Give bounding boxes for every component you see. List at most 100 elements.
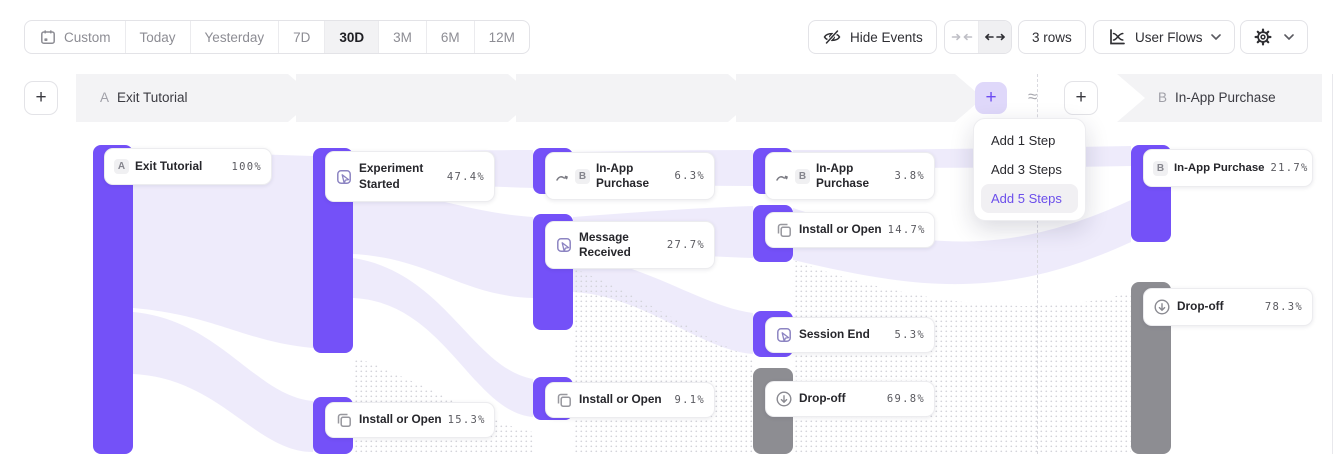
flow-node-session-end[interactable]: Session End 5.3% — [765, 317, 935, 353]
chevron-down-icon — [1284, 34, 1294, 40]
calendar-icon — [39, 28, 57, 46]
node-label: Exit Tutorial — [135, 158, 203, 173]
node-label: Install or Open — [799, 222, 882, 237]
date-range-label: 3M — [393, 29, 412, 45]
step-segment[interactable] — [76, 74, 316, 122]
step-segment[interactable] — [516, 74, 756, 122]
view-type-dropdown[interactable]: User Flows — [1093, 20, 1235, 54]
section-key: A — [100, 90, 110, 105]
view-type-label: User Flows — [1135, 29, 1203, 45]
step-header-band — [76, 74, 1322, 122]
gear-icon — [1254, 28, 1272, 46]
canvas-right-edge — [1332, 74, 1333, 454]
node-percent: 14.7% — [887, 224, 926, 236]
date-range-3m[interactable]: 3M — [378, 21, 426, 53]
node-label: Install or Open — [359, 412, 442, 427]
flow-node-install-or-open[interactable]: Install or Open 15.3% — [325, 402, 495, 438]
eye-off-icon — [822, 27, 842, 47]
menu-item-add-3-steps[interactable]: Add 3 Steps — [991, 162, 1062, 177]
expand-columns-button[interactable] — [978, 21, 1011, 53]
rows-button[interactable]: 3 rows — [1018, 20, 1086, 54]
node-percent: 3.8% — [894, 170, 925, 182]
section-b-header: B In-App Purchase — [1158, 90, 1276, 105]
hide-events-button[interactable]: Hide Events — [808, 20, 937, 54]
step-segment[interactable] — [736, 74, 983, 122]
flow-node-in-app-purchase-b[interactable]: B In-App Purchase 21.7% — [1143, 149, 1313, 187]
flow-node-in-app-purchase[interactable]: B In-App Purchase 6.3% — [545, 152, 715, 200]
drop-off-icon — [775, 390, 793, 408]
section-a-header: A Exit Tutorial — [100, 90, 188, 105]
node-label: Drop-off — [1177, 299, 1224, 314]
step-a-badge: A — [114, 159, 129, 174]
flow-node-message-received[interactable]: Message Received 27.7% — [545, 221, 715, 269]
node-percent: 9.1% — [674, 394, 705, 406]
section-divider-dashed — [1037, 74, 1038, 454]
date-range-custom[interactable]: Custom — [25, 21, 125, 53]
add-step-between-button-active[interactable]: + — [975, 82, 1007, 114]
date-range-label: Yesterday — [204, 29, 265, 45]
node-percent: 15.3% — [447, 414, 486, 426]
date-range-12m[interactable]: 12M — [473, 21, 529, 53]
node-percent: 78.3% — [1264, 301, 1303, 313]
date-range-30d-selected[interactable]: 30D — [324, 21, 379, 53]
plus-icon: + — [985, 87, 997, 108]
approx-icon: ≈ — [1028, 87, 1038, 106]
date-range-label: 12M — [488, 29, 515, 45]
chevron-down-icon — [1210, 34, 1221, 40]
flow-node-install-or-open[interactable]: Install or Open 14.7% — [765, 212, 935, 248]
rows-label: 3 rows — [1032, 29, 1072, 45]
copy-squares-icon — [775, 221, 793, 239]
flow-node-experiment-started[interactable]: Experiment Started 47.4% — [325, 151, 495, 202]
date-range-label: Custom — [64, 29, 111, 45]
node-label: Drop-off — [799, 391, 846, 406]
plus-icon: + — [35, 87, 47, 108]
flow-bar-exit-tutorial[interactable] — [93, 145, 133, 454]
node-percent: 27.7% — [666, 239, 705, 251]
date-range-group: Custom Today Yesterday 7D 30D 3M 6M 12M — [24, 20, 530, 54]
user-flows-icon — [1107, 27, 1127, 47]
collapse-columns-button[interactable] — [945, 21, 978, 53]
flow-node-drop-off-b[interactable]: Drop-off 78.3% — [1143, 288, 1313, 326]
section-key: B — [1158, 90, 1168, 105]
event-click-icon — [555, 236, 573, 254]
date-range-label: Today — [139, 29, 176, 45]
flow-node-drop-off[interactable]: Drop-off 69.8% — [765, 381, 935, 417]
copy-squares-icon — [555, 391, 573, 409]
node-percent: 69.8% — [886, 393, 925, 405]
node-percent: 100% — [231, 160, 262, 173]
flow-node-exit-tutorial[interactable]: A Exit Tutorial 100% — [104, 148, 272, 185]
step-b-badge: B — [1153, 160, 1168, 176]
date-range-label: 6M — [440, 29, 460, 45]
step-b-badge: B — [575, 168, 590, 184]
step-segment[interactable] — [296, 74, 536, 122]
flow-node-in-app-purchase[interactable]: B In-App Purchase 3.8% — [765, 152, 935, 200]
trend-arrow-icon — [775, 169, 789, 183]
node-percent: 21.7% — [1270, 162, 1309, 174]
step-b-badge: B — [795, 168, 810, 184]
node-label: Install or Open — [579, 392, 662, 407]
date-range-6m[interactable]: 6M — [425, 21, 474, 53]
node-label: Experiment Started — [359, 161, 424, 191]
node-label: In-App Purchase — [596, 160, 650, 190]
menu-item-add-1-step[interactable]: Add 1 Step — [991, 133, 1056, 148]
hide-events-label: Hide Events — [850, 29, 923, 45]
node-percent: 5.3% — [894, 329, 925, 341]
section-title: In-App Purchase — [1175, 90, 1276, 105]
date-range-label: 30D — [339, 29, 365, 45]
settings-dropdown[interactable] — [1240, 20, 1308, 54]
add-step-before-b-button[interactable]: + — [1064, 81, 1098, 115]
flow-node-install-or-open[interactable]: Install or Open 9.1% — [545, 382, 715, 418]
arrows-outward-icon — [985, 33, 1005, 41]
node-label: Session End — [799, 327, 870, 342]
date-range-yesterday[interactable]: Yesterday — [189, 21, 279, 53]
date-range-today[interactable]: Today — [124, 21, 190, 53]
arrows-inward-icon — [951, 33, 972, 41]
node-label: In-App Purchase — [1174, 161, 1265, 174]
menu-item-add-5-steps[interactable]: Add 5 Steps — [981, 184, 1078, 213]
date-range-7d[interactable]: 7D — [278, 21, 324, 53]
add-step-menu: Add 1 Step Add 3 Steps Add 5 Steps — [973, 118, 1086, 221]
step-segment-b[interactable] — [1117, 74, 1322, 122]
trend-arrow-icon — [555, 169, 569, 183]
add-step-start-button[interactable]: + — [24, 81, 58, 115]
